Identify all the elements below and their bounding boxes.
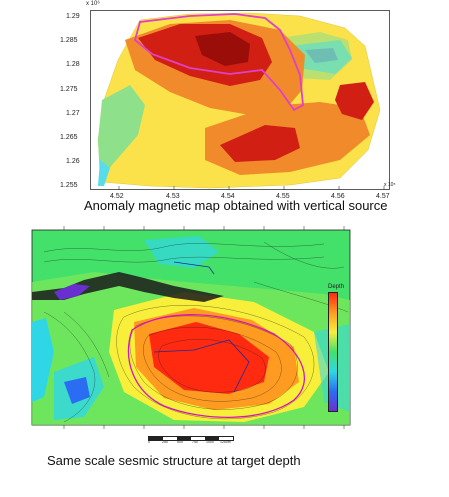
scale-tick: 1250m: [220, 440, 231, 444]
depth-region-blue: [64, 377, 90, 404]
scale-tick: 750: [192, 440, 198, 444]
contour-lines: [43, 241, 349, 423]
scale-tick: 250: [162, 440, 168, 444]
x-tick: 4.53: [166, 193, 180, 200]
x-tick: 4.57: [376, 193, 390, 200]
anomaly-region-green: [98, 85, 145, 180]
x-tick: 4.54: [221, 193, 235, 200]
fault-band: [32, 272, 224, 302]
depth-region-red: [149, 322, 269, 394]
x-tick: 4.52: [110, 193, 124, 200]
scale-tick: 500: [177, 440, 183, 444]
x-tick: 4.56: [331, 193, 345, 200]
depth-region-cyan-north: [144, 236, 219, 268]
x-tick: 4.55: [276, 193, 290, 200]
target-outline: [127, 314, 305, 418]
magnetic-map-figure: x 10⁶ 1.29 1.285 1.28 1.275 1.27 1.265 1…: [0, 0, 449, 215]
scale-tick: 0: [148, 440, 150, 444]
y-tick: 1.27: [66, 110, 80, 117]
depth-region-purple: [54, 284, 90, 300]
frame-ticks: [63, 226, 345, 429]
top-figure-caption: Anomaly magnetic map obtained with verti…: [84, 198, 388, 213]
y-tick: 1.265: [60, 134, 78, 141]
y-tick: 1.29: [66, 13, 80, 20]
seismic-contour-map: [24, 222, 364, 432]
y-tick: 1.26: [66, 158, 80, 165]
seismic-structure-figure: Depth 0 250 500 750 1000 1250m Same scal…: [0, 222, 449, 497]
y-tick: 1.285: [60, 37, 78, 44]
depth-legend: Depth: [326, 284, 346, 414]
scale-bar-graphic: [148, 436, 234, 441]
target-outline: [133, 13, 304, 112]
depth-region-cyan-west: [32, 318, 54, 402]
anomaly-region-red-south: [220, 125, 300, 162]
anomaly-region-cyan: [98, 160, 110, 186]
well-paths: [153, 261, 250, 393]
legend-color-bar: [328, 292, 338, 412]
x-exponent-label: x 10⁵: [384, 182, 396, 188]
y-tick: 1.28: [66, 61, 80, 68]
scale-tick: 1000: [206, 440, 214, 444]
anomaly-region-dark-red: [195, 32, 250, 66]
legend-title: Depth: [328, 284, 345, 290]
x-tick-marks: [118, 186, 385, 190]
y-tick: 1.255: [60, 182, 78, 189]
anomaly-region-red-east: [335, 82, 374, 120]
bottom-figure-caption: Same scale sesmic structure at target de…: [47, 453, 301, 468]
magnetic-anomaly-plot: [90, 10, 390, 190]
scale-bar: 0 250 500 750 1000 1250m: [148, 436, 238, 448]
y-tick: 1.275: [60, 86, 78, 93]
y-exponent-label: x 10⁶: [86, 1, 100, 7]
